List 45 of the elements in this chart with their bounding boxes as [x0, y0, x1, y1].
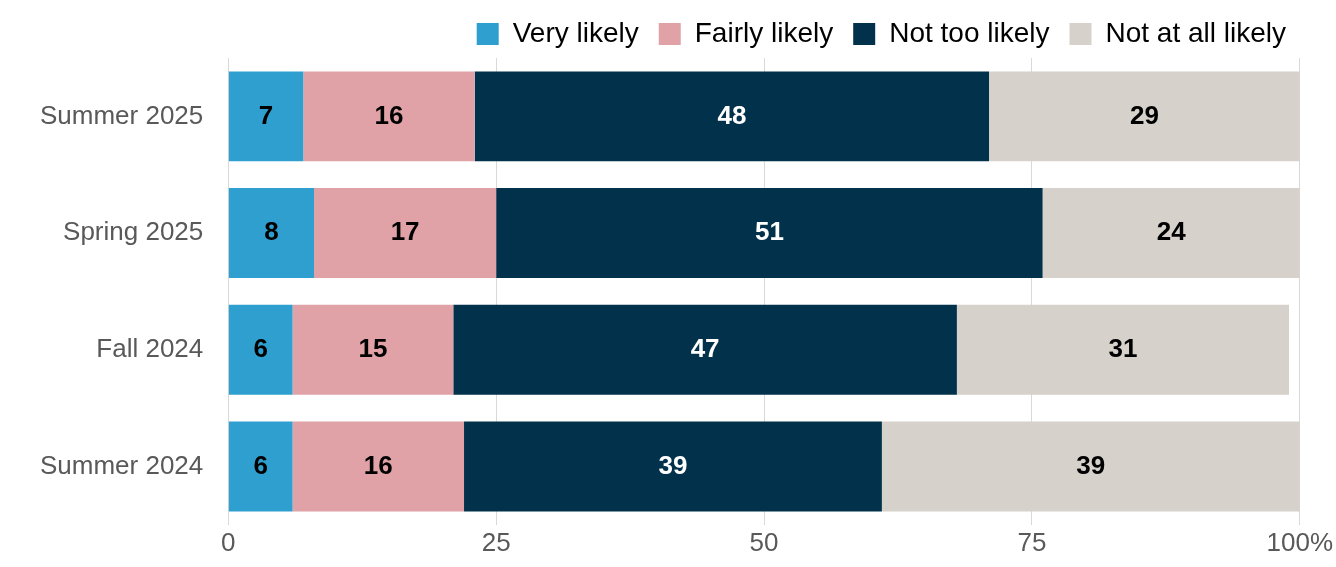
data-label: 8	[264, 216, 279, 247]
bar	[292, 304, 454, 395]
data-label: 7	[258, 99, 274, 130]
x-tick-label: 50	[749, 526, 779, 557]
data-label: 24	[1156, 216, 1187, 247]
x-tick-label: 75	[1017, 526, 1047, 557]
bar	[228, 304, 293, 395]
data-label: 6	[253, 332, 268, 363]
data-label: 47	[690, 332, 720, 363]
bar	[989, 71, 1300, 162]
data-label: 31	[1108, 332, 1138, 363]
bar	[881, 421, 1300, 512]
legend-label: Very likely	[512, 16, 639, 48]
bar	[956, 304, 1290, 395]
data-label: 16	[374, 99, 404, 130]
y-tick-label: Summer 2024	[39, 449, 204, 480]
data-label: 51	[754, 216, 784, 247]
data-label: 16	[363, 449, 393, 480]
data-label: 48	[717, 99, 747, 130]
bar	[228, 421, 293, 512]
y-tick-label: Spring 2025	[63, 216, 204, 247]
data-label: 29	[1129, 99, 1159, 130]
bar	[496, 188, 1043, 278]
data-label: 15	[358, 332, 388, 363]
bar	[464, 421, 882, 512]
bar	[303, 71, 475, 162]
bar	[1042, 188, 1300, 278]
data-label: 39	[658, 449, 688, 480]
bar	[453, 304, 957, 395]
bar	[228, 71, 304, 162]
bar	[474, 71, 990, 162]
bar	[292, 421, 465, 512]
data-label: 17	[390, 216, 420, 247]
legend-label: Not at all likely	[1105, 16, 1287, 48]
legend-label: Fairly likely	[694, 16, 834, 48]
data-label: 6	[253, 449, 268, 480]
bar	[228, 188, 315, 278]
y-tick-label: Summer 2025	[39, 99, 204, 130]
x-tick-label: 25	[481, 526, 511, 557]
x-tick-label: 0	[221, 526, 236, 557]
bar	[314, 188, 497, 278]
legend-label: Not too likely	[889, 16, 1050, 48]
y-tick-label: Fall 2024	[96, 332, 204, 363]
x-tick-label: 100%	[1266, 526, 1333, 557]
data-label: 39	[1076, 449, 1106, 480]
